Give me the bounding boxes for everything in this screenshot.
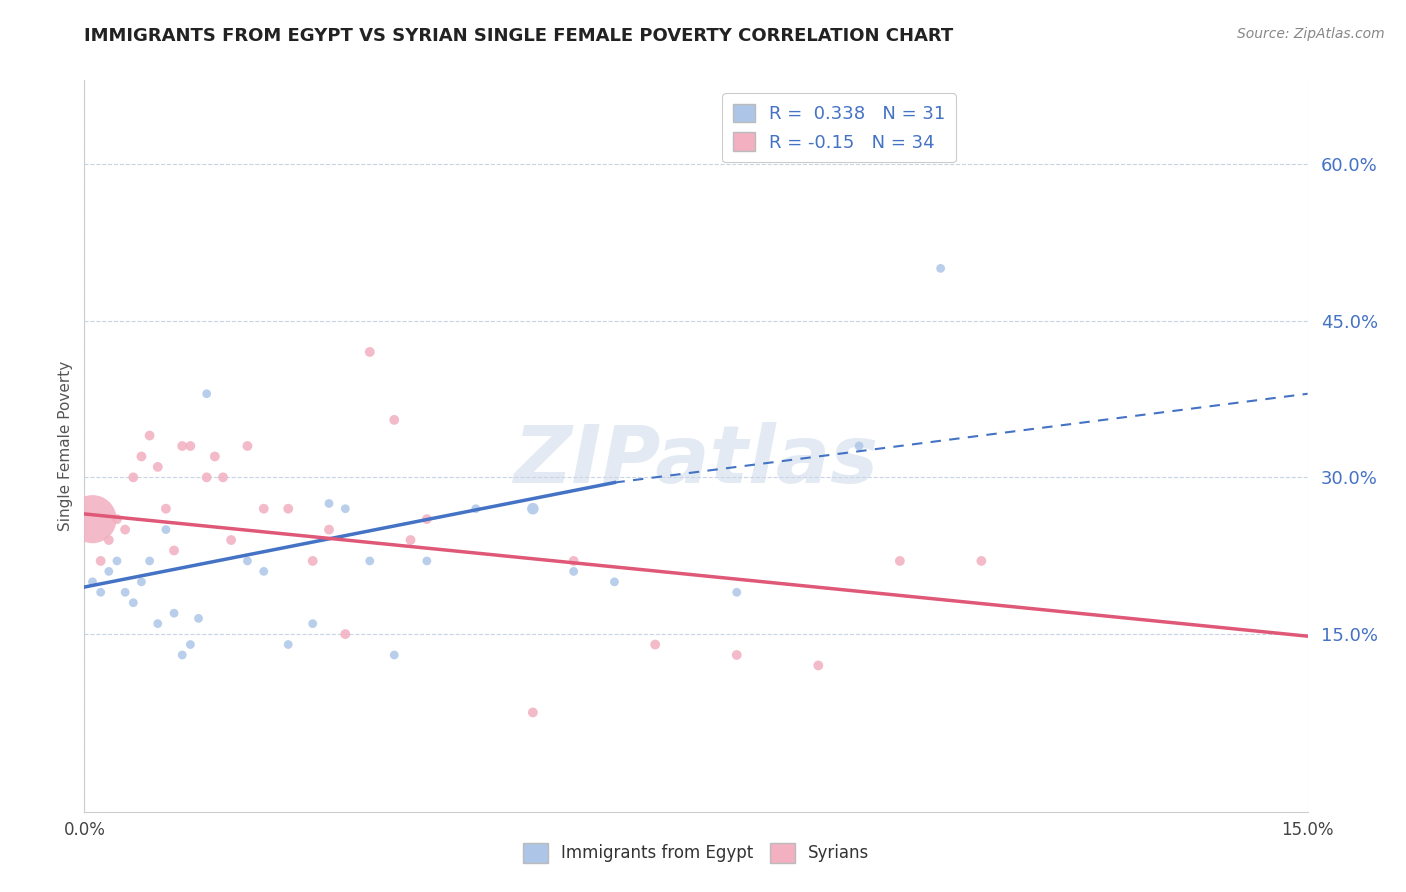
Point: [105, 512, 128, 526]
Point: [970, 554, 993, 568]
Point: [359, 345, 381, 359]
Point: [318, 496, 340, 510]
Point: [114, 523, 136, 537]
Point: [90, 585, 112, 599]
Point: [187, 611, 209, 625]
Text: Source: ZipAtlas.com: Source: ZipAtlas.com: [1237, 27, 1385, 41]
Point: [236, 439, 259, 453]
Point: [146, 459, 169, 474]
Point: [725, 648, 748, 662]
Point: [97, 533, 120, 547]
Text: IMMIGRANTS FROM EGYPT VS SYRIAN SINGLE FEMALE POVERTY CORRELATION CHART: IMMIGRANTS FROM EGYPT VS SYRIAN SINGLE F…: [84, 27, 953, 45]
Point: [253, 501, 276, 516]
Point: [179, 439, 201, 453]
Point: [97, 565, 120, 579]
Point: [146, 616, 169, 631]
Point: [82, 512, 104, 526]
Point: [219, 533, 242, 547]
Point: [253, 565, 276, 579]
Point: [335, 627, 357, 641]
Point: [122, 470, 145, 484]
Point: [359, 554, 381, 568]
Point: [318, 523, 340, 537]
Point: [179, 638, 201, 652]
Point: [155, 501, 177, 516]
Point: [163, 543, 186, 558]
Point: [138, 554, 160, 568]
Legend: Immigrants from Egypt, Syrians: Immigrants from Egypt, Syrians: [516, 837, 876, 869]
Point: [335, 501, 357, 516]
Point: [929, 261, 952, 276]
Point: [301, 554, 323, 568]
Point: [889, 554, 911, 568]
Point: [382, 413, 405, 427]
Point: [277, 501, 299, 516]
Point: [277, 638, 299, 652]
Point: [172, 439, 194, 453]
Point: [195, 470, 218, 484]
Point: [138, 428, 160, 442]
Point: [522, 501, 544, 516]
Point: [163, 606, 186, 620]
Point: [807, 658, 830, 673]
Point: [301, 616, 323, 631]
Point: [155, 523, 177, 537]
Point: [399, 533, 422, 547]
Point: [204, 450, 226, 464]
Point: [416, 554, 439, 568]
Point: [122, 596, 145, 610]
Point: [90, 554, 112, 568]
Y-axis label: Single Female Poverty: Single Female Poverty: [58, 361, 73, 531]
Point: [195, 386, 218, 401]
Point: [105, 554, 128, 568]
Point: [114, 585, 136, 599]
Point: [464, 501, 486, 516]
Point: [725, 585, 748, 599]
Point: [131, 450, 153, 464]
Point: [382, 648, 405, 662]
Point: [131, 574, 153, 589]
Point: [848, 439, 870, 453]
Point: [562, 554, 585, 568]
Point: [82, 574, 104, 589]
Point: [172, 648, 194, 662]
Point: [236, 554, 259, 568]
Text: ZIPatlas: ZIPatlas: [513, 422, 879, 500]
Point: [644, 638, 666, 652]
Point: [562, 565, 585, 579]
Point: [603, 574, 626, 589]
Point: [212, 470, 235, 484]
Point: [522, 706, 544, 720]
Point: [416, 512, 439, 526]
